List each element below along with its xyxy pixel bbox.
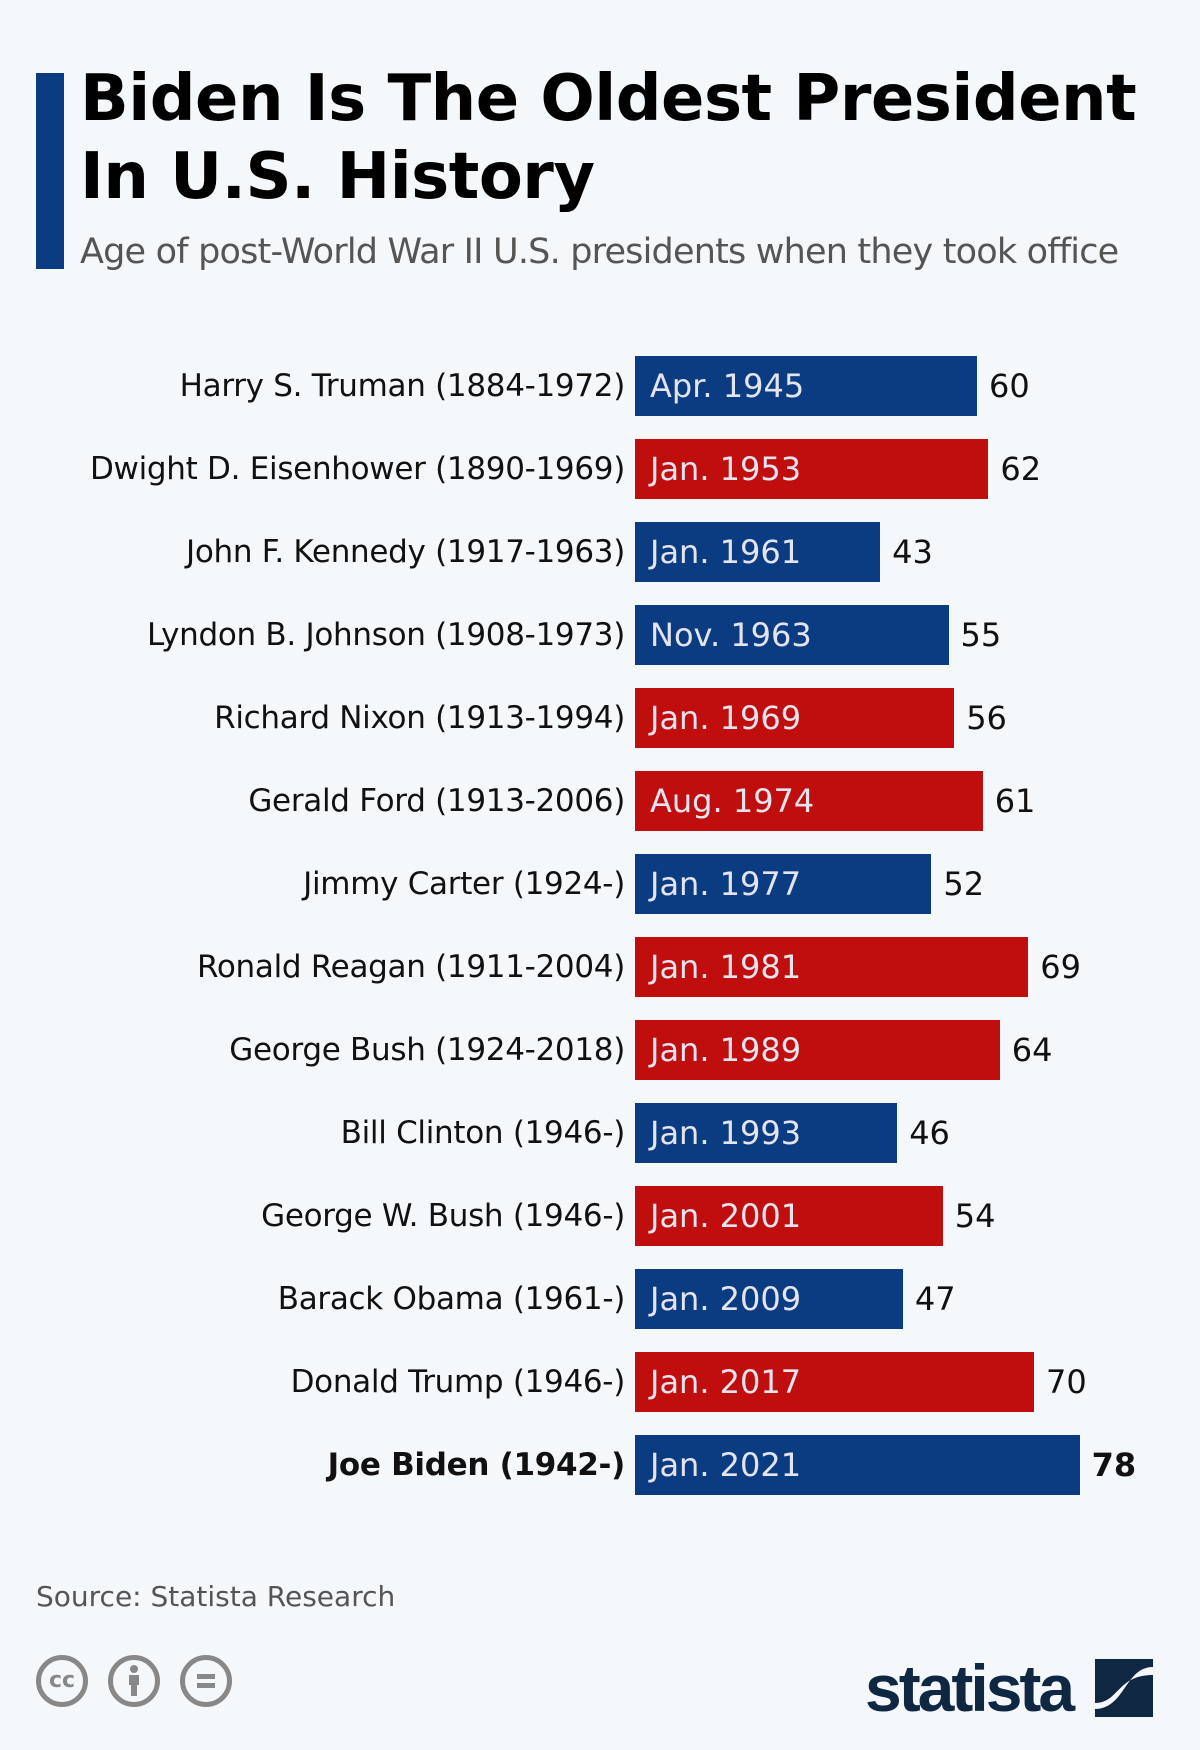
bar-date-label: Jan. 1993 bbox=[650, 1114, 802, 1152]
bar-row: Bill Clinton (1946-) Jan. 1993 46 bbox=[0, 1103, 1200, 1163]
bar-row: Joe Biden (1942-) Jan. 2021 78 bbox=[0, 1435, 1200, 1495]
bar-date-label: Jan. 2009 bbox=[650, 1280, 802, 1318]
bar-date-label: Jan. 1981 bbox=[650, 948, 802, 986]
value-label: 54 bbox=[954, 1197, 996, 1235]
bar-row: Ronald Reagan (1911-2004) Jan. 1981 69 bbox=[0, 937, 1200, 997]
category-label: Joe Biden (1942-) bbox=[327, 1447, 626, 1483]
bar: Nov. 1963 bbox=[635, 605, 949, 665]
bar-date-label: Jan. 2001 bbox=[650, 1197, 802, 1235]
statista-logo-icon bbox=[1095, 1659, 1154, 1717]
bar-row: Lyndon B. Johnson (1908-1973) Nov. 1963 55 bbox=[0, 605, 1200, 665]
attribution-icon bbox=[108, 1655, 160, 1707]
bar-date-label: Jan. 1969 bbox=[650, 699, 802, 737]
bar-row: Richard Nixon (1913-1994) Jan. 1969 56 bbox=[0, 688, 1200, 748]
bar-row: Dwight D. Eisenhower (1890-1969) Jan. 195… bbox=[0, 439, 1200, 499]
category-label: Harry S. Truman (1884-1972) bbox=[179, 368, 626, 404]
bar: Jan. 1993 bbox=[635, 1103, 898, 1163]
category-label: John F. Kennedy (1917-1963) bbox=[186, 534, 625, 570]
category-label: Jimmy Carter (1924-) bbox=[303, 866, 625, 902]
chart-title: Biden Is The Oldest President In U.S. Hi… bbox=[80, 62, 1137, 214]
bar-row: John F. Kennedy (1917-1963) Jan. 1961 43 bbox=[0, 522, 1200, 582]
value-label: 60 bbox=[989, 367, 1030, 405]
cc-icon: cc bbox=[36, 1655, 88, 1707]
category-label: Dwight D. Eisenhower (1890-1969) bbox=[89, 451, 625, 487]
bar-row: Gerald Ford (1913-2006) Aug. 1974 61 bbox=[0, 771, 1200, 831]
bar-date-label: Apr. 1945 bbox=[650, 367, 805, 405]
bar-date-label: Nov. 1963 bbox=[650, 616, 812, 654]
category-label: Lyndon B. Johnson (1908-1973) bbox=[146, 617, 625, 653]
bar-row: George W. Bush (1946-) Jan. 2001 54 bbox=[0, 1186, 1200, 1246]
value-label: 62 bbox=[1000, 450, 1042, 488]
bar: Jan. 2021 bbox=[635, 1435, 1080, 1495]
bar-row: Barack Obama (1961-) Jan. 2009 47 bbox=[0, 1269, 1200, 1329]
bar: Jan. 1981 bbox=[635, 937, 1029, 997]
bar: Jan. 2017 bbox=[635, 1352, 1034, 1412]
value-label: 70 bbox=[1046, 1363, 1087, 1401]
category-label: Gerald Ford (1913-2006) bbox=[248, 783, 625, 819]
chart-subtitle: Age of post-World War II U.S. presidents… bbox=[80, 232, 1119, 272]
value-label: 64 bbox=[1011, 1031, 1053, 1069]
bar: Jan. 2009 bbox=[635, 1269, 903, 1329]
bar-row: Donald Trump (1946-) Jan. 2017 70 bbox=[0, 1352, 1200, 1412]
source-note: Source: Statista Research bbox=[36, 1580, 396, 1613]
category-label: Donald Trump (1946-) bbox=[290, 1364, 626, 1400]
bar-date-label: Jan. 2017 bbox=[650, 1363, 802, 1401]
no-derivatives-icon bbox=[180, 1655, 232, 1707]
category-label: George Bush (1924-2018) bbox=[229, 1032, 625, 1068]
category-label: Barack Obama (1961-) bbox=[277, 1281, 626, 1317]
category-label: Ronald Reagan (1911-2004) bbox=[197, 949, 625, 985]
bar-row: Jimmy Carter (1924-) Jan. 1977 52 bbox=[0, 854, 1200, 914]
bar: Apr. 1945 bbox=[635, 356, 977, 416]
value-label: 61 bbox=[994, 782, 1036, 820]
bar-date-label: Jan. 1977 bbox=[650, 865, 802, 903]
title-accent-bar bbox=[36, 73, 64, 269]
bar: Jan. 1977 bbox=[635, 854, 932, 914]
bar: Jan. 1969 bbox=[635, 688, 955, 748]
bar-date-label: Jan. 1989 bbox=[650, 1031, 802, 1069]
bar-row: Harry S. Truman (1884-1972) Apr. 1945 60 bbox=[0, 356, 1200, 416]
value-label: 69 bbox=[1040, 948, 1082, 986]
category-label: George W. Bush (1946-) bbox=[261, 1198, 625, 1234]
value-label: 52 bbox=[943, 865, 985, 903]
value-label: 78 bbox=[1091, 1446, 1137, 1484]
category-label: Bill Clinton (1946-) bbox=[340, 1115, 626, 1151]
category-label: Richard Nixon (1913-1994) bbox=[214, 700, 625, 736]
bar-row: George Bush (1924-2018) Jan. 1989 64 bbox=[0, 1020, 1200, 1080]
bar: Jan. 1989 bbox=[635, 1020, 1000, 1080]
bar: Jan. 2001 bbox=[635, 1186, 943, 1246]
value-label: 46 bbox=[909, 1114, 950, 1152]
bar: Aug. 1974 bbox=[635, 771, 983, 831]
bar-date-label: Jan. 2021 bbox=[650, 1446, 802, 1484]
bar-date-label: Jan. 1961 bbox=[650, 533, 802, 571]
bar: Jan. 1953 bbox=[635, 439, 989, 499]
value-label: 43 bbox=[892, 533, 933, 571]
value-label: 47 bbox=[914, 1280, 956, 1318]
bar-date-label: Aug. 1974 bbox=[650, 782, 815, 820]
bar-date-label: Jan. 1953 bbox=[650, 450, 802, 488]
value-label: 56 bbox=[966, 699, 1007, 737]
statista-logo: statista bbox=[865, 1650, 1154, 1726]
bar: Jan. 1961 bbox=[635, 522, 881, 582]
value-label: 55 bbox=[960, 616, 1002, 654]
